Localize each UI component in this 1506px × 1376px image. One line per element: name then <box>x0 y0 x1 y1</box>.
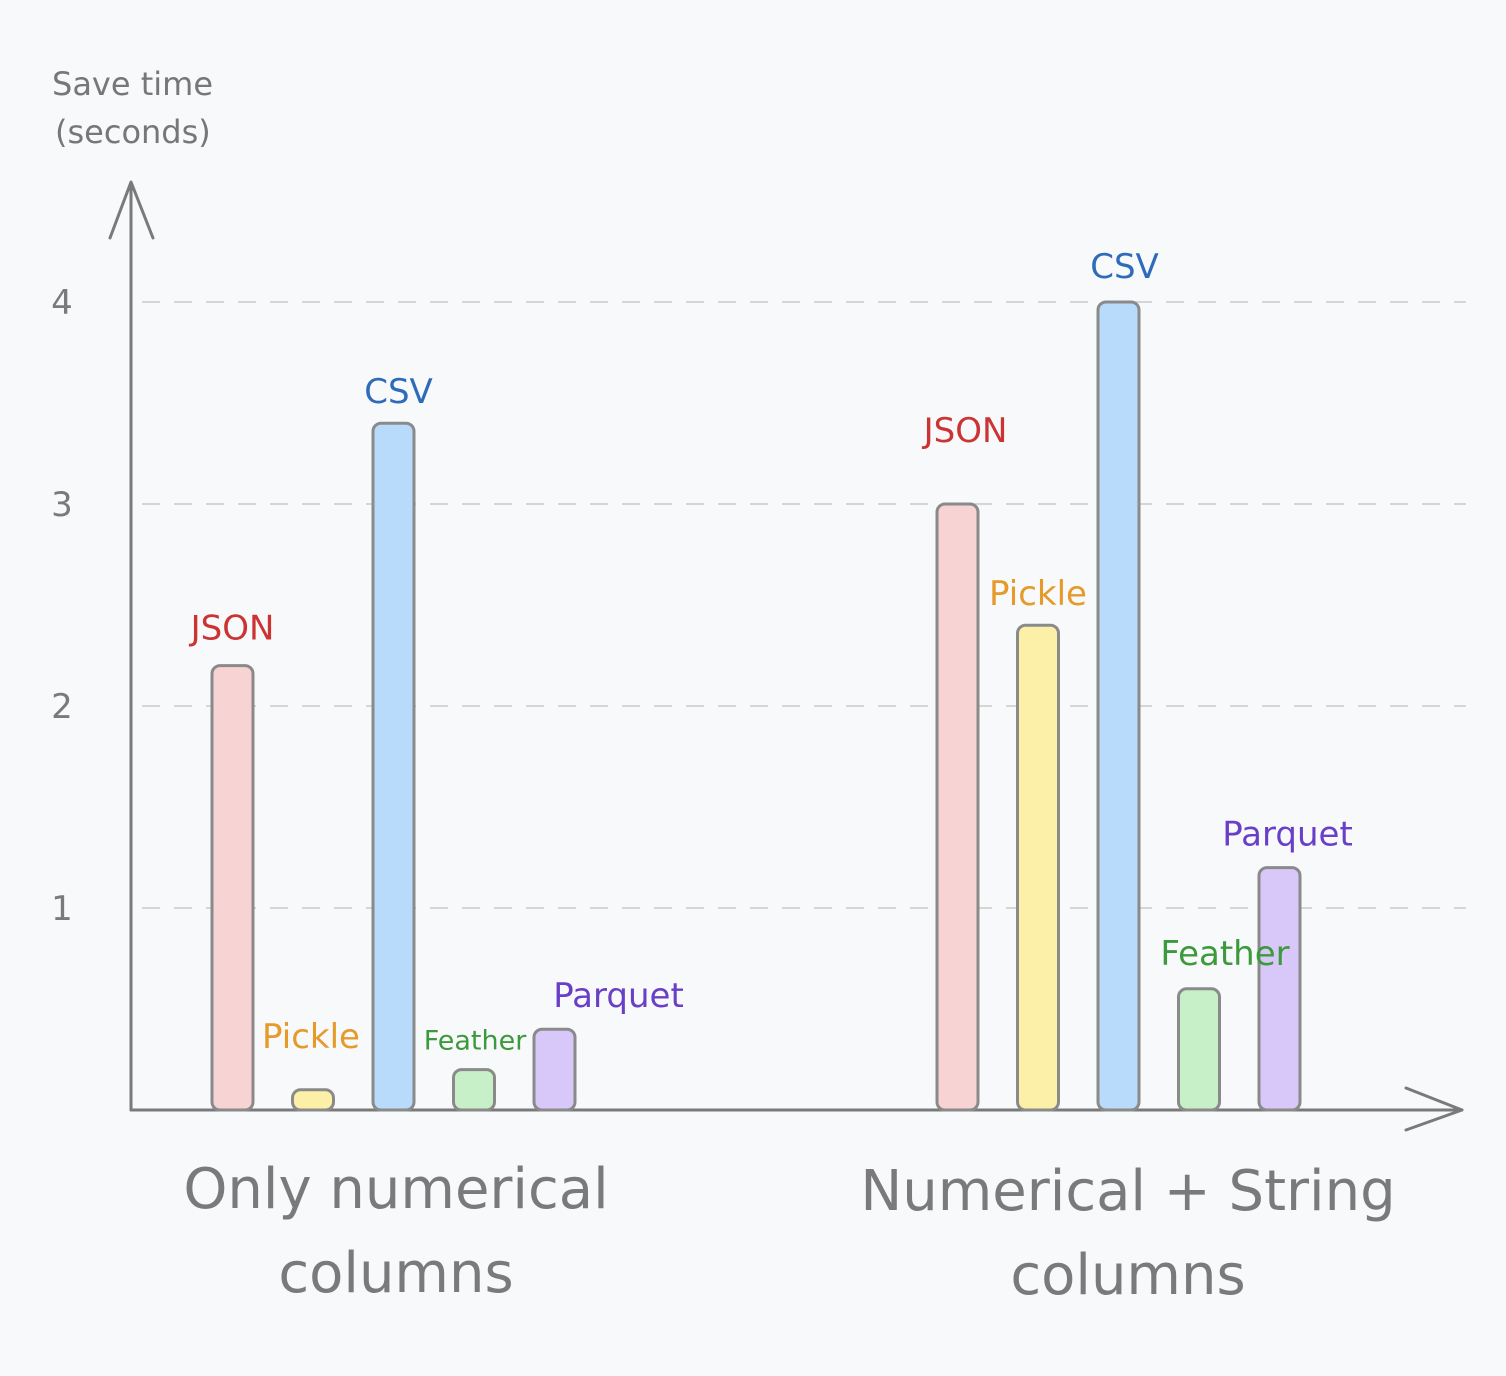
y-axis <box>108 180 155 1112</box>
bar-group1-parquet <box>532 1027 577 1112</box>
bar-group2-feather <box>1177 987 1221 1112</box>
bar-group1-pickle <box>291 1088 335 1112</box>
bar-label-group1-json: JSON <box>189 609 275 649</box>
y-axis-title-line-1: Save time <box>52 65 213 103</box>
bar-label-group2-feather: Feather <box>1160 934 1289 974</box>
y-tick-label-3: 3 <box>51 485 73 525</box>
group-label-1-line-1: Only numerical <box>183 1157 608 1222</box>
x-axis-arrow <box>1404 1086 1464 1132</box>
x-axis <box>129 1086 1464 1132</box>
bar-label-group2-pickle: Pickle <box>989 574 1087 614</box>
y-tick-label-1: 1 <box>51 889 73 929</box>
y-axis-arrow <box>108 180 155 240</box>
bar-label-group2-json: JSON <box>922 411 1008 451</box>
y-tick-label-4: 4 <box>51 283 73 323</box>
bar-labels: JSON Pickle CSV Feather Parquet JSON Pickle CSV… <box>189 247 1353 1057</box>
bars <box>210 300 1302 1112</box>
bar-label-group1-csv: CSV <box>364 372 433 412</box>
group-label-2-line-1: Numerical + String <box>860 1159 1395 1224</box>
bar-group2-csv <box>1096 300 1141 1112</box>
y-tick-label-2: 2 <box>51 687 73 727</box>
bar-group2-pickle <box>1016 623 1060 1112</box>
bar-group1-feather <box>452 1068 496 1112</box>
bar-label-group2-csv: CSV <box>1090 247 1159 287</box>
bar-label-group1-pickle: Pickle <box>262 1017 360 1057</box>
bar-group1-json <box>210 664 255 1112</box>
bar-group2-json <box>935 502 980 1112</box>
y-tick-labels: 1 2 3 4 <box>51 283 73 929</box>
group-label-2-line-2: columns <box>1010 1243 1245 1308</box>
bar-label-group2-parquet: Parquet <box>1222 815 1353 855</box>
y-axis-title-line-2: (seconds) <box>55 113 211 151</box>
group-label-1-line-2: columns <box>278 1241 513 1306</box>
bar-group1-csv <box>371 421 416 1112</box>
gridlines <box>142 301 1466 909</box>
bar-label-group1-parquet: Parquet <box>553 976 684 1016</box>
bar-group2-parquet <box>1257 866 1302 1112</box>
bar-label-group1-feather: Feather <box>424 1026 528 1057</box>
